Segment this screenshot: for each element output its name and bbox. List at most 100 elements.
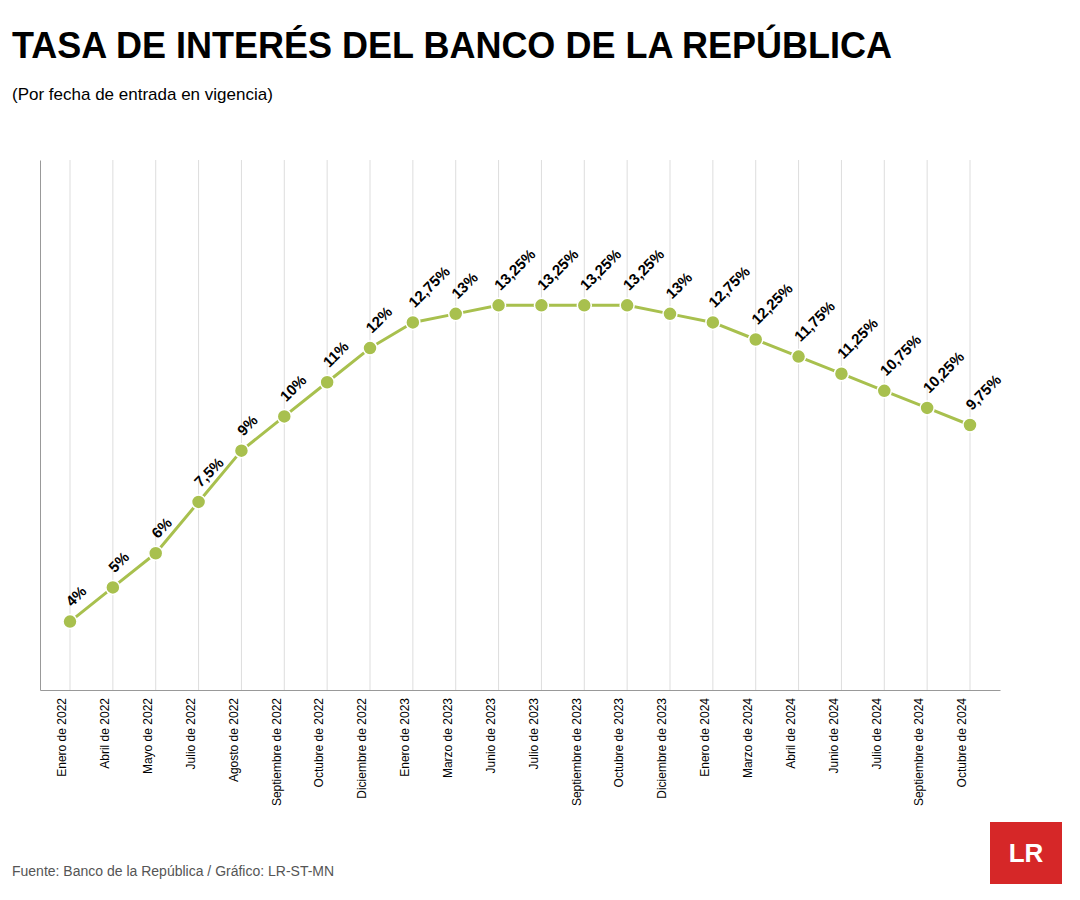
x-tick-label: Abril de 2024	[784, 698, 798, 769]
x-tick: Enero de 2024	[698, 690, 713, 777]
data-label: 10,75%	[876, 331, 924, 379]
x-tick: Marzo de 2023	[441, 690, 456, 778]
grid-line	[284, 160, 285, 690]
grid-line	[112, 160, 113, 690]
grid-line	[412, 160, 413, 690]
point	[406, 315, 420, 329]
annotation-badge: LR	[990, 822, 1062, 884]
grid-line	[712, 160, 713, 690]
x-tick-label: Abril de 2022	[98, 698, 112, 769]
grid-line	[927, 160, 928, 690]
point	[792, 350, 806, 364]
data-labels: 4%5%6%7,5%9%10%11%12%12,75%13%13,25%13,2…	[62, 245, 1004, 609]
grid-line	[155, 160, 156, 690]
data-label: 12,25%	[748, 280, 796, 328]
data-label: 13%	[662, 269, 695, 302]
point	[320, 375, 334, 389]
grid-line	[498, 160, 499, 690]
point	[620, 298, 634, 312]
point	[920, 401, 934, 415]
x-tick: Julio de 2023	[527, 690, 542, 769]
x-tick: Abril de 2022	[98, 690, 113, 769]
data-label: 13,25%	[576, 245, 624, 293]
x-tick: Diciembre de 2022	[355, 690, 370, 799]
x-tick-label: Enero de 2024	[698, 698, 712, 777]
point	[534, 298, 548, 312]
data-label: 13,25%	[619, 245, 667, 293]
x-tick: Junio de 2023	[484, 690, 499, 773]
data-label: 7,5%	[191, 454, 227, 490]
point	[192, 495, 206, 509]
subtitle: (Por fecha de entrada en vigencia)	[12, 85, 273, 104]
data-label: 11,75%	[791, 297, 838, 344]
x-tick: Diciembre de 2023	[655, 690, 670, 799]
point	[577, 298, 591, 312]
x-tick: Enero de 2022	[55, 690, 70, 777]
x-tick-label: Enero de 2022	[55, 698, 69, 777]
y-axis-line	[40, 161, 41, 691]
x-axis-line	[41, 690, 1001, 691]
y-axis	[40, 161, 41, 691]
x-tick: Mayo de 2022	[141, 690, 156, 774]
x-tick: Enero de 2023	[398, 690, 413, 777]
x-tick-label: Julio de 2023	[527, 698, 541, 770]
x-tick-label: Septiembre de 2023	[570, 698, 584, 806]
point	[963, 418, 977, 432]
x-axis: Enero de 2022 Abril de 2022 Mayo de 2022 Ju…	[41, 690, 1001, 806]
grid-line	[670, 160, 671, 690]
plot-area: Enero de 2022 Abril de 2022 Mayo de 2022 Ju…	[41, 160, 1005, 806]
point	[663, 307, 677, 321]
grid-line	[455, 160, 456, 690]
data-label: 13%	[448, 269, 481, 302]
annotation-box	[990, 822, 1062, 884]
x-tick: Octubre de 2023	[612, 690, 627, 787]
x-tick: Marzo de 2024	[741, 690, 756, 778]
grid-line	[755, 160, 756, 690]
x-tick: Septiembre de 2024	[912, 690, 927, 806]
source: Fuente: Banco de la República / Gráfico:…	[12, 863, 334, 879]
x-tick-label: Marzo de 2023	[441, 698, 455, 778]
x-tick-label: Junio de 2023	[484, 698, 498, 774]
x-tick: Octubre de 2024	[955, 690, 970, 787]
x-tick-label: Octubre de 2023	[612, 698, 626, 788]
x-tick-label: Enero de 2023	[398, 698, 412, 777]
line	[70, 305, 970, 621]
data-label: 13,25%	[491, 245, 539, 293]
point	[363, 341, 377, 355]
grid-line	[627, 160, 628, 690]
point	[234, 444, 248, 458]
data-label: 9%	[234, 411, 261, 438]
point	[277, 409, 291, 423]
x-tick-label: Marzo de 2024	[741, 698, 755, 778]
chart: TASA DE INTERÉS DEL BANCO DE LA REPÚBLIC…	[0, 0, 1080, 900]
x-tick-label: Julio de 2024	[870, 698, 884, 770]
point	[449, 307, 463, 321]
data-label: 10%	[276, 371, 309, 404]
x-tick-label: Septiembre de 2024	[912, 698, 926, 806]
grid	[70, 160, 970, 690]
data-label: 12%	[362, 303, 395, 336]
x-tick-label: Agosto de 2022	[227, 698, 241, 782]
data-label: 4%	[62, 582, 89, 609]
x-tick: Junio de 2024	[827, 690, 842, 773]
grid-line	[884, 160, 885, 690]
grid-line	[70, 160, 71, 690]
point	[706, 315, 720, 329]
x-tick-label: Mayo de 2022	[141, 698, 155, 774]
grid-line	[541, 160, 542, 690]
data-label: 6%	[148, 514, 175, 541]
x-tick-label: Octubre de 2024	[955, 698, 969, 788]
x-tick: Abril de 2024	[784, 690, 799, 769]
point	[877, 384, 891, 398]
x-tick-label: Julio de 2022	[184, 698, 198, 770]
x-tick-label: Diciembre de 2022	[355, 698, 369, 799]
annotation: LR	[1009, 838, 1044, 868]
data-label: 10,25%	[919, 348, 967, 396]
x-tick: Agosto de 2022	[227, 690, 242, 782]
x-tick-label: Septiembre de 2022	[270, 698, 284, 806]
x-tick: Octubre de 2022	[312, 690, 327, 787]
title: TASA DE INTERÉS DEL BANCO DE LA REPÚBLIC…	[12, 24, 892, 66]
point	[106, 580, 120, 594]
grid-line	[584, 160, 585, 690]
point	[149, 546, 163, 560]
